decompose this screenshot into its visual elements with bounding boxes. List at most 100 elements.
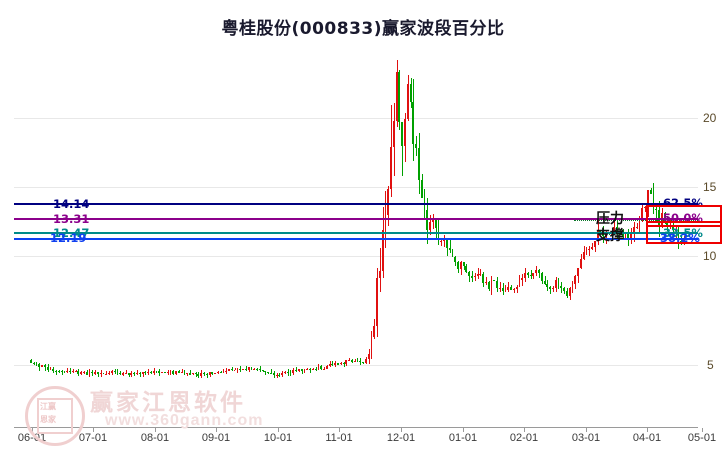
candle-body <box>462 262 465 267</box>
candle-body <box>507 286 510 290</box>
percent-tag-38-2: 38.2% <box>660 231 700 245</box>
fib-line-62-5 <box>14 203 698 205</box>
x-axis-tick-7 <box>463 428 464 432</box>
candle-wick <box>64 371 66 373</box>
x-tick-label-2: 08-01 <box>140 432 170 444</box>
candle-wick <box>538 268 540 278</box>
candle-wick <box>349 357 351 362</box>
projection-dotted-line <box>574 220 698 221</box>
candle-body <box>473 275 476 277</box>
candle-body <box>77 370 80 375</box>
candle-body <box>613 226 616 234</box>
candle-body <box>150 371 152 373</box>
candle-body <box>479 273 482 276</box>
candle-body <box>281 373 283 376</box>
candle-body <box>384 215 387 230</box>
candle-body <box>172 370 175 374</box>
candle-wick <box>178 369 180 373</box>
candle-body <box>88 371 91 376</box>
candle-body <box>166 372 169 374</box>
candle-body <box>339 363 342 365</box>
candle-body <box>345 359 348 364</box>
candle-body <box>141 372 144 375</box>
candle-body <box>163 372 166 374</box>
fib-line-33-5 <box>14 232 698 234</box>
highlight-box-resistance <box>646 205 722 227</box>
candle-body <box>401 122 403 147</box>
candle-body <box>454 256 457 262</box>
candle-body <box>189 373 191 375</box>
candle-body <box>364 359 367 363</box>
candle-body <box>303 369 306 371</box>
candle-body <box>124 372 127 375</box>
candle-body <box>320 366 323 369</box>
candle-body <box>381 229 384 272</box>
x-axis-tick-5 <box>339 428 340 432</box>
y-tick-label-1: 15 <box>703 180 717 194</box>
candle-body <box>41 364 43 368</box>
candle-body <box>616 226 618 234</box>
candle-wick <box>55 370 57 375</box>
candle-body <box>560 285 563 289</box>
candle-body <box>552 288 554 290</box>
gridline-20 <box>14 118 698 119</box>
price-tag-13-31: 13.31 <box>53 212 90 226</box>
candle-wick <box>106 370 108 375</box>
candle-body <box>66 370 68 372</box>
price-tag-12-19: 12.19 <box>50 231 87 245</box>
gridline-10 <box>14 256 698 257</box>
candle-wick <box>234 367 236 370</box>
candle-body <box>144 372 147 374</box>
candle-body <box>440 241 443 243</box>
candle-body <box>286 371 289 373</box>
x-tick-label-9: 03-01 <box>571 432 601 444</box>
candle-wick <box>265 370 267 375</box>
candle-wick <box>212 372 214 376</box>
candle-body <box>571 284 574 289</box>
candle-body <box>367 353 370 360</box>
candle-body <box>49 369 52 371</box>
candle-body <box>205 374 208 376</box>
fib-line-38-2 <box>14 238 698 240</box>
candle-wick <box>636 223 638 229</box>
candle-wick <box>223 369 225 373</box>
candle-body <box>155 370 158 373</box>
candle-wick <box>259 365 261 373</box>
candle-body <box>498 288 501 290</box>
candle-body <box>666 221 669 226</box>
candle-body <box>236 368 239 371</box>
candle-body <box>627 233 630 240</box>
candle-wick <box>354 358 356 363</box>
watermark-brand: 赢家江恩软件 <box>90 390 246 416</box>
price-tag-14-14: 14.14 <box>53 197 90 211</box>
candle-wick <box>449 239 451 253</box>
candle-body <box>649 190 652 194</box>
candle-wick <box>477 268 479 280</box>
candle-body <box>85 371 88 376</box>
x-tick-label-8: 02-01 <box>509 432 539 444</box>
candle-body <box>468 272 470 277</box>
candle-body <box>292 369 295 373</box>
candle-body <box>412 102 415 144</box>
candle-wick <box>622 229 624 239</box>
candle-wick <box>139 371 141 377</box>
candle-body <box>219 372 222 374</box>
candle-wick <box>379 248 381 292</box>
candle-body <box>175 371 177 374</box>
candle-body <box>585 249 588 252</box>
candle-wick <box>402 121 404 176</box>
x-axis-tick-11 <box>702 428 703 432</box>
candle-wick <box>644 206 646 212</box>
candle-body <box>351 359 353 362</box>
candle-body <box>194 373 197 375</box>
candle-body <box>459 262 462 270</box>
candle-body <box>404 119 406 147</box>
candle-body <box>158 371 161 373</box>
candle-wick <box>435 218 437 239</box>
candle-wick <box>550 286 552 295</box>
candle-wick <box>72 368 74 373</box>
candle-body <box>526 272 529 275</box>
candle-body <box>621 234 624 238</box>
candle-body <box>582 251 585 259</box>
candle-body <box>641 207 644 220</box>
